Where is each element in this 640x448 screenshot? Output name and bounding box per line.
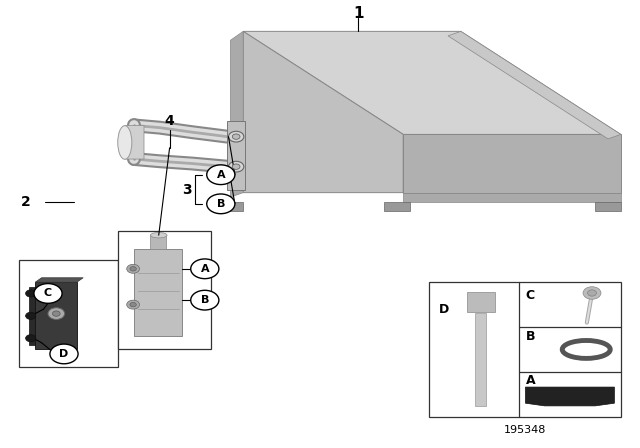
Text: 2: 2	[20, 194, 31, 209]
Polygon shape	[29, 287, 35, 345]
Circle shape	[228, 161, 244, 172]
Text: C: C	[525, 289, 534, 302]
Text: 1: 1	[353, 6, 364, 21]
Circle shape	[232, 164, 240, 169]
Text: A: A	[525, 374, 535, 387]
Circle shape	[34, 284, 62, 303]
Polygon shape	[35, 282, 77, 349]
Text: C: C	[44, 289, 52, 298]
Polygon shape	[448, 31, 621, 139]
Ellipse shape	[118, 125, 132, 159]
Ellipse shape	[150, 233, 167, 238]
Text: A: A	[200, 264, 209, 274]
Circle shape	[50, 344, 78, 364]
Polygon shape	[403, 193, 621, 202]
Bar	[467, 292, 495, 312]
Circle shape	[228, 131, 244, 142]
Text: D: D	[438, 302, 449, 316]
Polygon shape	[525, 387, 614, 406]
Polygon shape	[243, 31, 621, 134]
Polygon shape	[35, 278, 83, 282]
Text: 3: 3	[182, 183, 192, 198]
Circle shape	[26, 312, 36, 319]
Polygon shape	[150, 235, 166, 249]
Text: B: B	[200, 295, 209, 305]
Circle shape	[130, 302, 136, 307]
Ellipse shape	[563, 340, 611, 358]
Bar	[475, 313, 486, 406]
Circle shape	[127, 264, 140, 273]
Circle shape	[52, 311, 60, 316]
Polygon shape	[243, 31, 403, 193]
Polygon shape	[230, 31, 243, 197]
Circle shape	[583, 287, 601, 299]
Text: 195348: 195348	[504, 425, 546, 435]
Text: A: A	[216, 170, 225, 180]
Bar	[227, 121, 245, 190]
Circle shape	[207, 165, 235, 185]
Circle shape	[232, 134, 240, 139]
Polygon shape	[122, 125, 144, 159]
Text: D: D	[60, 349, 68, 359]
Circle shape	[127, 300, 140, 309]
Circle shape	[207, 194, 235, 214]
Polygon shape	[134, 249, 182, 336]
Polygon shape	[218, 202, 243, 211]
Circle shape	[26, 335, 36, 342]
Circle shape	[191, 259, 219, 279]
Bar	[19, 260, 118, 367]
Circle shape	[130, 267, 136, 271]
Circle shape	[191, 290, 219, 310]
Polygon shape	[595, 202, 621, 211]
Bar	[429, 282, 621, 417]
Text: 4: 4	[164, 114, 175, 128]
Polygon shape	[384, 202, 410, 211]
Text: B: B	[525, 329, 535, 343]
Text: B: B	[216, 199, 225, 209]
Circle shape	[588, 290, 596, 296]
Circle shape	[48, 308, 65, 319]
Bar	[118, 231, 211, 349]
Circle shape	[26, 290, 36, 297]
Polygon shape	[403, 134, 621, 193]
